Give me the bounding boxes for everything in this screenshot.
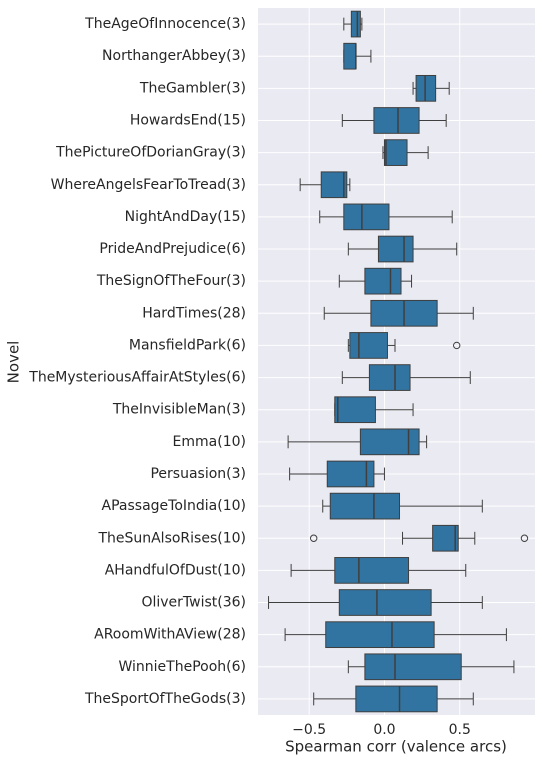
box <box>364 653 462 681</box>
box <box>355 685 438 713</box>
box <box>329 492 401 520</box>
y-tick-label: OliverTwist(36) <box>141 595 246 611</box>
y-tick-label: PrideAndPrejudice(6) <box>99 241 246 257</box>
x-tick-label: 0.0 <box>373 722 395 738</box>
x-axis-label: Spearman corr (valence arcs) <box>285 738 507 756</box>
box <box>373 107 420 134</box>
y-tick-label: AHandfulOfDust(10) <box>105 562 246 578</box>
y-tick-label: TheGambler(3) <box>139 80 246 96</box>
y-tick-label: NorthangerAbbey(3) <box>102 48 246 64</box>
box <box>320 171 348 199</box>
box <box>349 332 388 359</box>
y-tick-label: WhereAngelsFearToTread(3) <box>51 177 246 193</box>
box <box>415 74 437 102</box>
box <box>432 524 459 552</box>
box <box>377 235 414 263</box>
box <box>359 428 420 456</box>
outlier <box>520 534 529 542</box>
box <box>334 557 410 584</box>
x-tick-label: 0.5 <box>449 722 471 738</box>
y-tick-label: NightAndDay(15) <box>125 209 246 225</box>
box <box>383 139 408 166</box>
y-tick-label: MansfieldPark(6) <box>129 337 246 353</box>
outlier <box>310 534 318 542</box>
y-tick-label: WinnieThePooh(6) <box>119 659 247 675</box>
y-tick-label: ARoomWithAView(28) <box>94 627 246 643</box>
box <box>350 10 361 38</box>
y-tick-label: HowardsEnd(15) <box>130 112 246 128</box>
box <box>368 364 411 391</box>
y-tick-label: TheInvisibleMan(3) <box>112 402 246 418</box>
outlier <box>453 341 461 350</box>
y-tick-label: Persuasion(3) <box>150 466 246 482</box>
box <box>325 621 435 649</box>
y-tick-label: HardTimes(28) <box>142 305 246 321</box>
box <box>364 267 402 295</box>
y-tick-label: TheSportOfTheGods(3) <box>84 691 246 707</box>
y-tick-label: TheMysteriousAffairAtStyles(6) <box>28 370 246 386</box>
y-tick-label: TheSignOfTheFour(3) <box>96 273 246 289</box>
y-tick-label: Emma(10) <box>173 434 246 450</box>
x-tick-label: −0.5 <box>292 722 326 738</box>
y-tick-label: APassageToIndia(10) <box>102 498 246 514</box>
y-tick-label: TheAgeOfInnocence(3) <box>84 16 246 32</box>
box <box>334 396 376 424</box>
box <box>343 203 390 231</box>
y-tick-label: TheSunAlsoRises(10) <box>97 530 246 546</box>
y-axis-label: Novel <box>5 341 23 384</box>
box <box>343 42 357 70</box>
box <box>338 589 432 616</box>
y-tick-label: ThePictureOfDorianGray(3) <box>55 145 246 161</box>
